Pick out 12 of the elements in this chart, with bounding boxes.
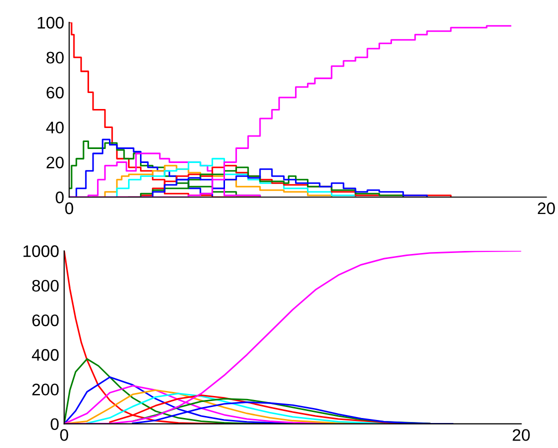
y-tick-label: 20 bbox=[46, 156, 64, 168]
y-tick-label: 600 bbox=[32, 314, 59, 326]
y-tick-label: 100 bbox=[38, 16, 64, 29]
y-tick-label: 400 bbox=[32, 349, 59, 361]
y-tick-label: 200 bbox=[32, 384, 59, 396]
y-tick-label: 60 bbox=[46, 86, 64, 98]
y-tick-label: 80 bbox=[46, 52, 64, 64]
y-tick-label: 0 bbox=[56, 192, 64, 204]
y-tick-label: 800 bbox=[32, 280, 59, 292]
y-tick-label: 40 bbox=[46, 122, 64, 134]
y-tick-label: 0 bbox=[50, 418, 59, 430]
y-tick-label: 1000 bbox=[24, 245, 59, 258]
